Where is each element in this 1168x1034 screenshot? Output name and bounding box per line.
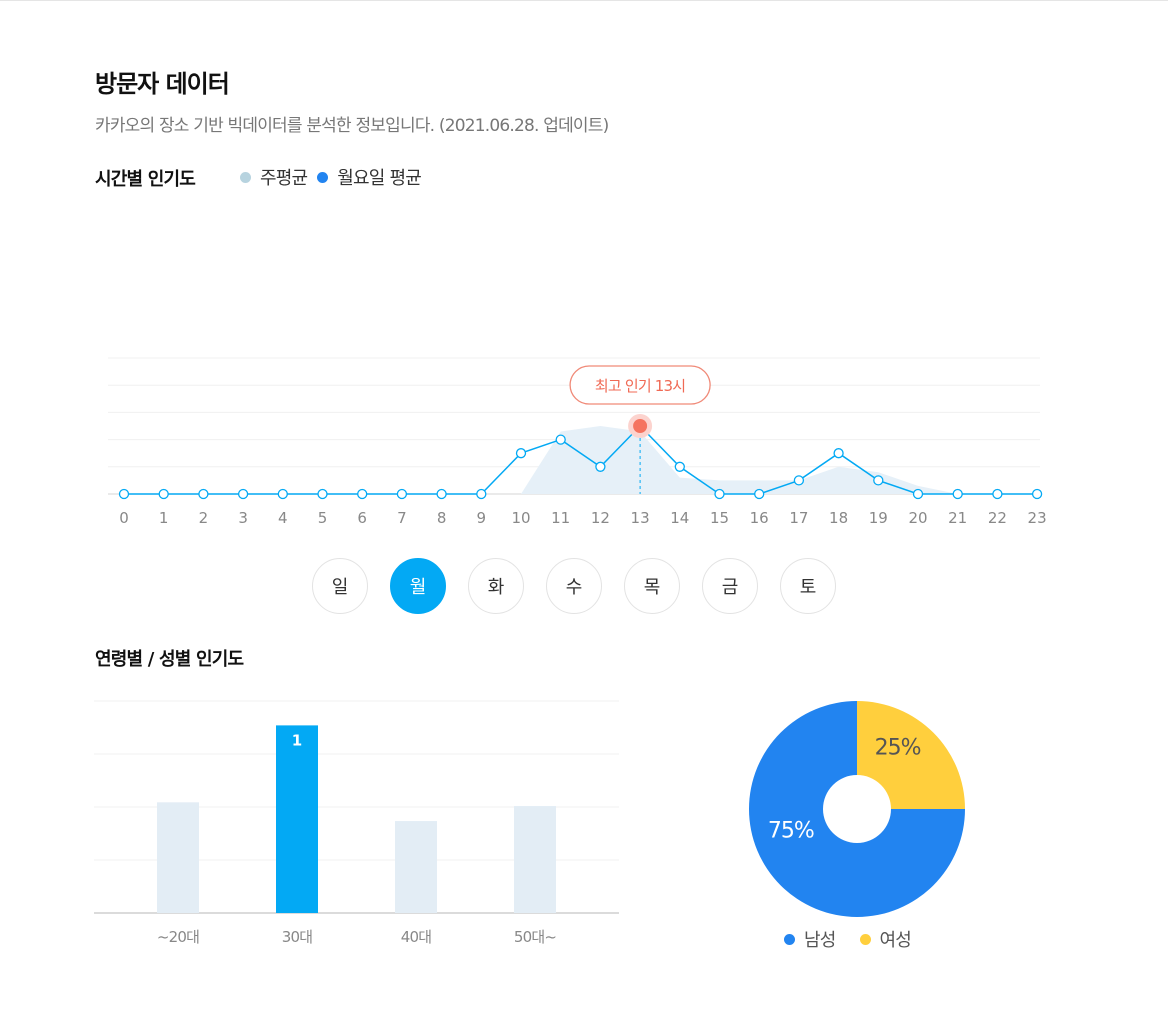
x-tick-label: 11 (551, 509, 570, 527)
x-tick-label: 15 (710, 509, 729, 527)
legend-item-week-avg: 주평균 (240, 164, 308, 190)
bar-0 (157, 802, 199, 913)
legend-label-monday-avg: 월요일 평균 (337, 168, 422, 189)
x-tick-label: 19 (869, 509, 888, 527)
bar-2 (395, 821, 437, 913)
bar-1 (276, 725, 318, 913)
series-area-week-avg (124, 426, 1038, 494)
legend-label-female: 여성 (879, 930, 912, 951)
legend-label-male: 남성 (804, 930, 836, 951)
x-tick-label: 12 (591, 509, 610, 527)
x-tick-label: 10 (511, 509, 530, 527)
data-point (595, 461, 606, 472)
day-button-2[interactable]: 화 (468, 558, 524, 614)
data-point (396, 488, 408, 500)
data-point (436, 488, 447, 500)
data-point (476, 488, 487, 500)
female-dot-icon (859, 933, 871, 945)
gender-legend: 남성 여성 (784, 926, 935, 952)
data-point (555, 434, 566, 445)
pie-slice-0 (749, 701, 965, 917)
day-button-1[interactable]: 월 (390, 558, 446, 614)
data-point (952, 488, 963, 500)
data-point (118, 488, 130, 500)
data-point (515, 448, 527, 459)
gender-pie-chart: 25% 75% (749, 701, 965, 917)
x-tick-label: 5 (318, 509, 328, 527)
age-gender-section-title: 연령별 / 성별 인기도 (95, 649, 244, 670)
bar-3 (514, 806, 556, 913)
x-tick-label: 17 (789, 509, 808, 527)
data-point (158, 488, 169, 500)
x-tick-label: 9 (477, 509, 487, 527)
monday-avg-dot-icon (317, 171, 329, 183)
peak-callout-bubble (569, 365, 711, 405)
page-subtitle: 카카오의 장소 기반 빅데이터를 분석한 정보입니다. (2021.06.28.… (95, 116, 609, 136)
data-point (754, 488, 765, 500)
data-point (277, 488, 288, 500)
x-tick-label: 6 (357, 509, 367, 527)
x-tick-label: 40대 (401, 928, 432, 946)
legend-item-male: 남성 (784, 926, 836, 952)
data-point (1031, 488, 1043, 500)
week-avg-dot-icon (240, 171, 251, 183)
hourly-section-title: 시간별 인기도 (95, 169, 196, 190)
data-point (674, 461, 685, 472)
x-tick-label: 1 (159, 509, 169, 527)
pie-data-label-male: 75% (768, 818, 814, 843)
hourly-popularity-chart: 0 1 2 3 4 5 6 7 8 9 10 11 12 13 14 15 16 17 18 19 20 21 22 23최고… (108, 357, 1047, 527)
x-tick-label: 3 (238, 509, 248, 527)
data-point (793, 475, 805, 486)
pie-slice-1 (857, 701, 965, 809)
x-tick-label: 23 (1028, 509, 1047, 527)
x-tick-label: 8 (437, 509, 447, 527)
data-point (992, 488, 1003, 500)
x-tick-label: 7 (397, 509, 407, 527)
x-tick-label: 14 (670, 509, 689, 527)
x-tick-label: 2 (199, 509, 209, 527)
age-popularity-chart: ~20대 1 30대 40대 50대~ (94, 700, 619, 946)
day-button-6[interactable]: 토 (780, 558, 836, 614)
legend-label-week-avg: 주평균 (260, 168, 308, 189)
legend-item-monday-avg: 월요일 평균 (317, 164, 422, 190)
x-tick-label: 4 (278, 509, 288, 527)
x-tick-label: 18 (829, 509, 848, 527)
x-tick-label: 21 (948, 509, 967, 527)
legend-item-female: 여성 (859, 926, 912, 952)
data-point (317, 488, 328, 500)
day-button-0[interactable]: 일 (312, 558, 368, 614)
x-tick-label: 22 (988, 509, 1007, 527)
x-tick-label: 16 (750, 509, 769, 527)
data-point (873, 475, 884, 486)
data-point (198, 488, 209, 500)
day-button-3[interactable]: 수 (546, 558, 602, 614)
data-point (912, 488, 924, 500)
pie-data-label-female: 25% (875, 736, 921, 761)
hourly-legend: 주평균 월요일 평균 (240, 164, 431, 190)
data-point (833, 448, 844, 459)
male-dot-icon (784, 933, 795, 945)
x-tick-label: 20 (908, 509, 927, 527)
page-title: 방문자 데이터 (95, 70, 230, 98)
x-tick-label: 0 (119, 509, 129, 527)
x-tick-label: 30대 (282, 928, 313, 946)
data-point (357, 488, 368, 500)
day-button-4[interactable]: 목 (624, 558, 680, 614)
data-point (237, 488, 249, 500)
x-tick-label: ~20대 (157, 928, 199, 946)
day-button-5[interactable]: 금 (702, 558, 758, 614)
peak-callout-label: 최고 인기 13시 (595, 377, 685, 395)
top-divider (0, 0, 1168, 1)
data-point-peak (633, 419, 648, 433)
x-tick-label: 13 (631, 509, 650, 527)
series-line-monday-avg (124, 424, 1038, 495)
data-point (714, 488, 725, 500)
x-tick-label: 50대~ (514, 928, 556, 946)
bar-data-label: 1 (292, 731, 302, 749)
